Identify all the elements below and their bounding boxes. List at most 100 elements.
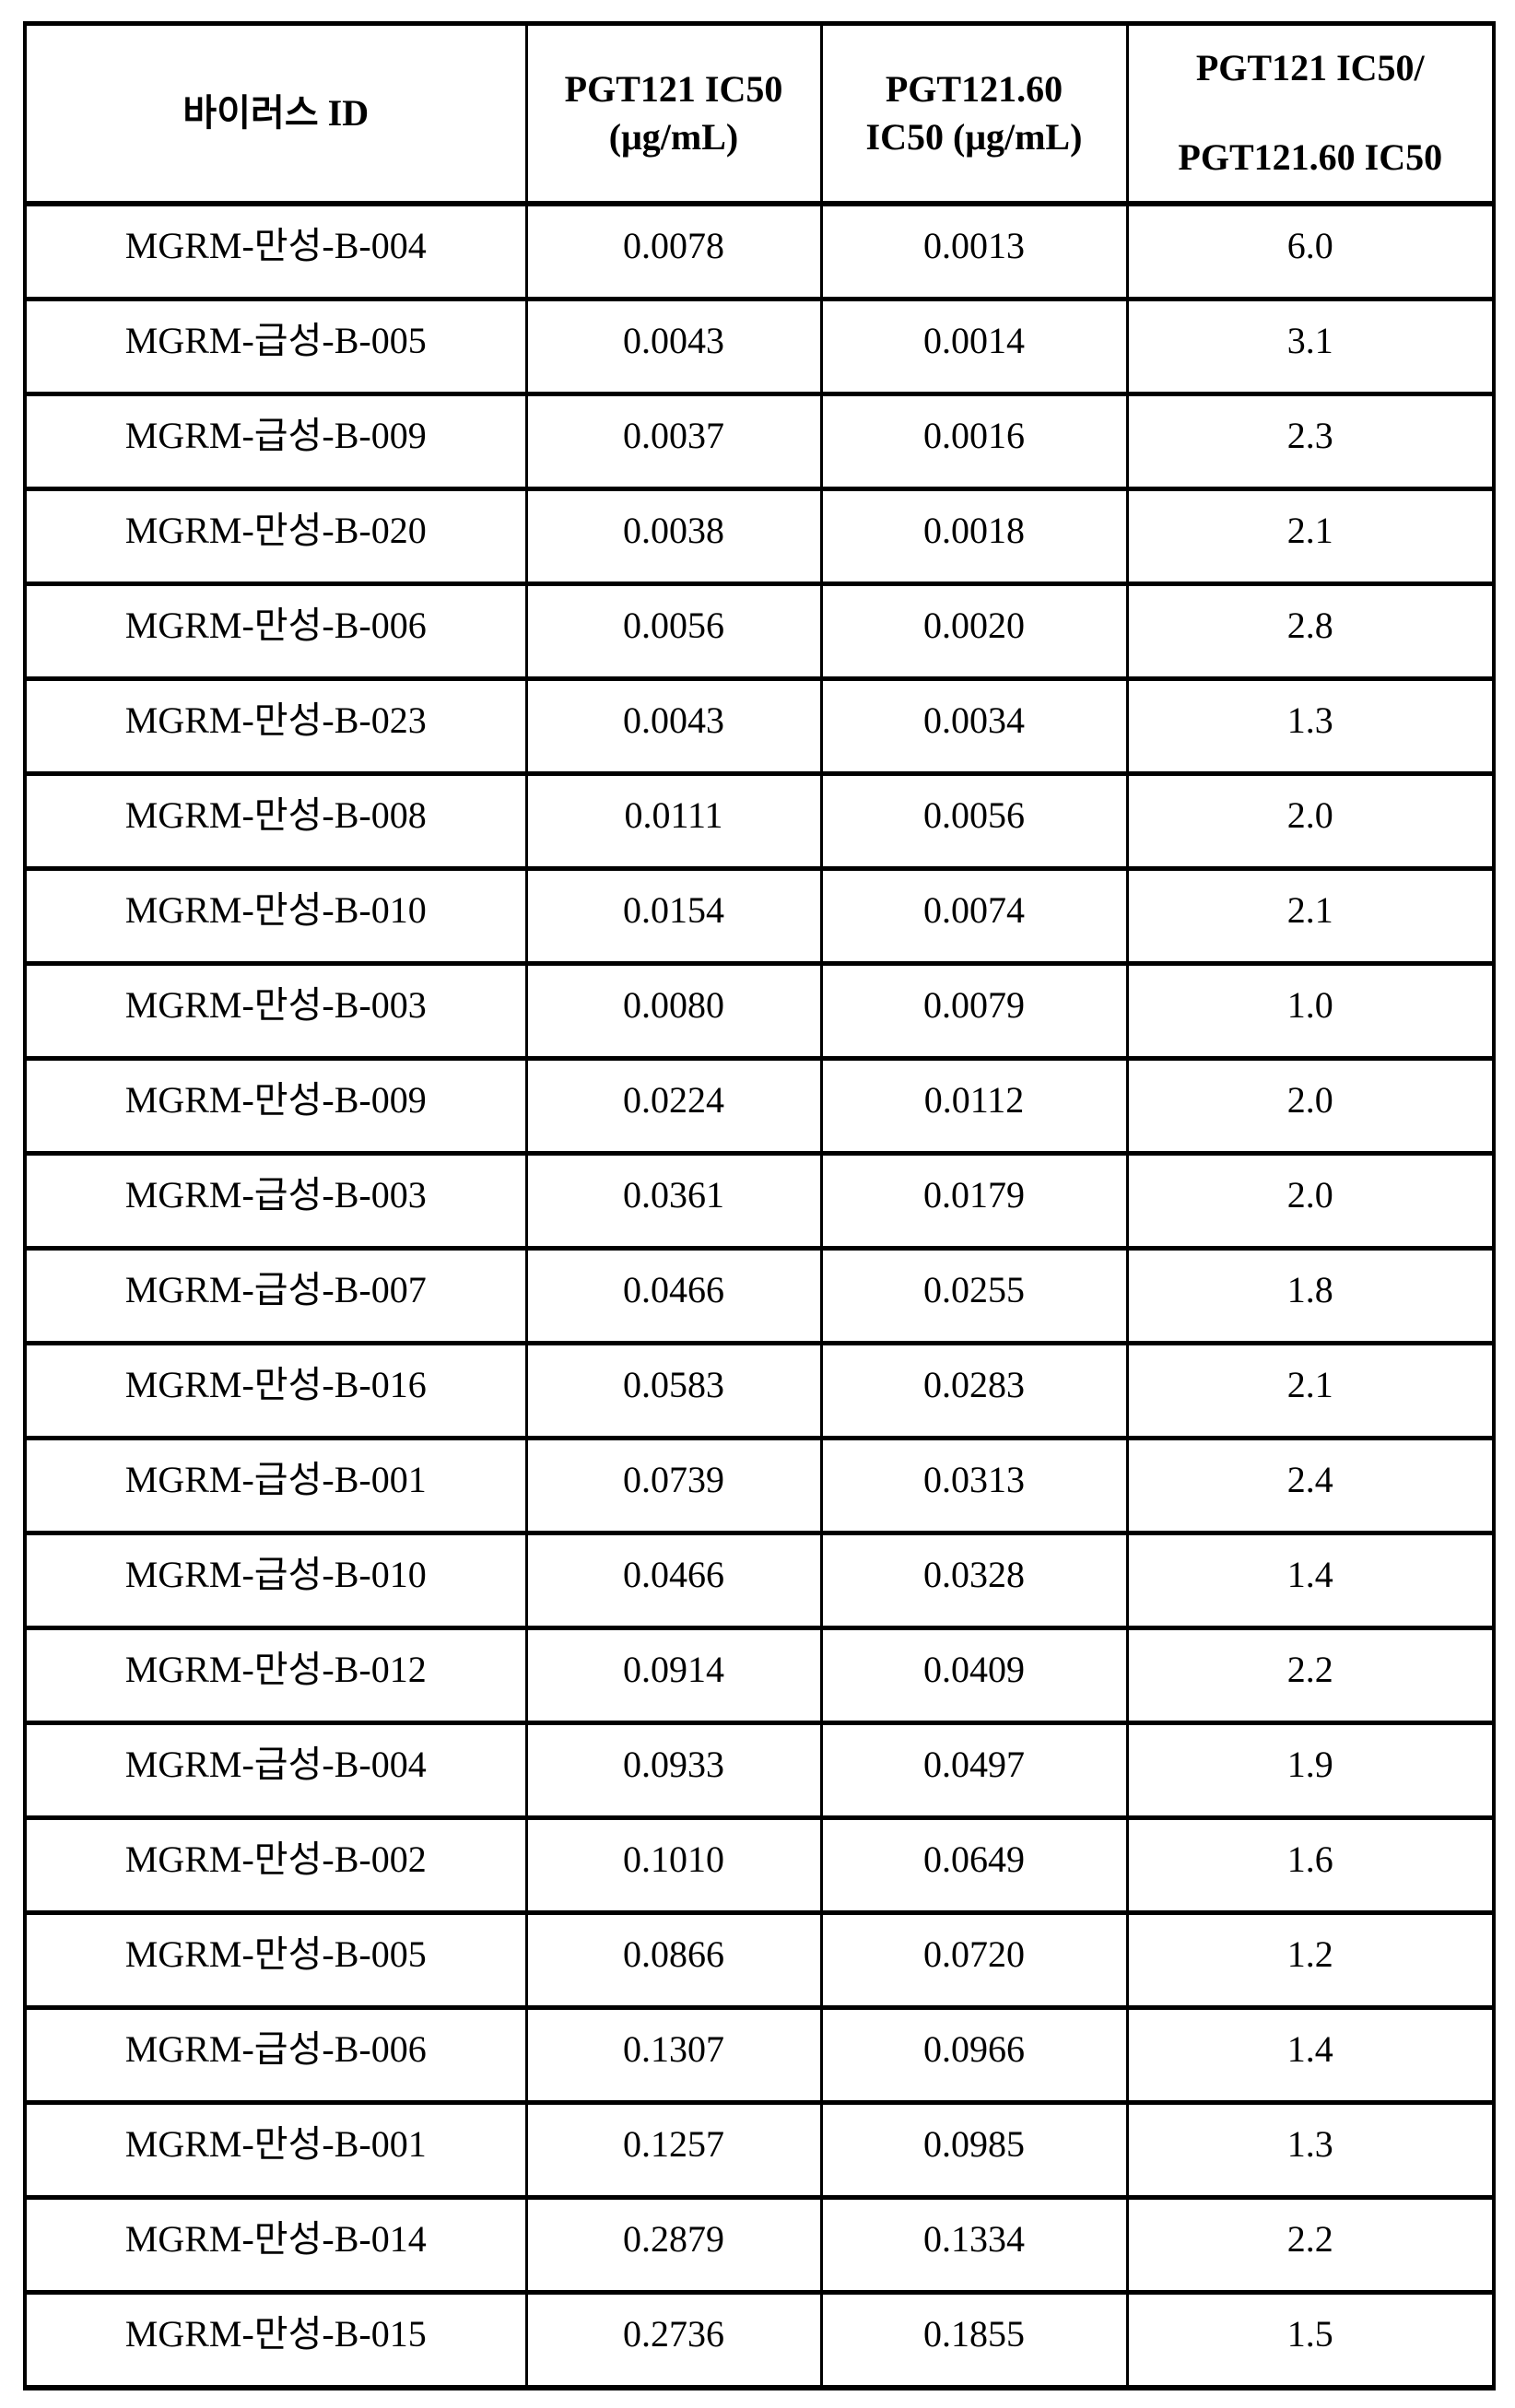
pgt121-60-ic50-cell: 0.1334 (819, 2195, 1129, 2295)
table-row: MGRM-만성-B-012 0.0914 0.0409 2.2 (23, 1626, 1496, 1725)
pgt121-ic50-cell: 0.0466 (524, 1246, 823, 1345)
virus-id-cell: MGRM-만성-B-023 (23, 676, 528, 776)
virus-id-cell: MGRM-만성-B-014 (23, 2195, 528, 2295)
virus-id-cell: MGRM-급성-B-006 (23, 2005, 528, 2105)
table-row: MGRM-급성-B-005 0.0043 0.0014 3.1 (23, 297, 1496, 396)
virus-id-cell: MGRM-급성-B-001 (23, 1436, 528, 1535)
ratio-cell: 2.2 (1125, 2195, 1496, 2295)
header-ic50-ratio-line1: PGT121 IC50/ (1195, 47, 1425, 89)
header-pgt121-60-ic50: PGT121.60 IC50 (μg/mL) (819, 21, 1129, 206)
ratio-cell: 6.0 (1125, 201, 1496, 301)
table-row: MGRM-만성-B-004 0.0078 0.0013 6.0 (23, 201, 1496, 301)
virus-id-cell: MGRM-급성-B-005 (23, 297, 528, 396)
ratio-cell: 2.2 (1125, 1626, 1496, 1725)
table-row: MGRM-급성-B-007 0.0466 0.0255 1.8 (23, 1246, 1496, 1345)
table-row: MGRM-만성-B-002 0.1010 0.0649 1.6 (23, 1815, 1496, 1915)
pgt121-ic50-cell: 0.1257 (524, 2100, 823, 2200)
pgt121-60-ic50-cell: 0.0255 (819, 1246, 1129, 1345)
pgt121-60-ic50-cell: 0.0034 (819, 676, 1129, 776)
pgt121-ic50-cell: 0.0037 (524, 392, 823, 491)
ratio-cell: 2.0 (1125, 771, 1496, 871)
virus-id-cell: MGRM-만성-B-020 (23, 487, 528, 586)
header-virus-id: 바이러스 ID (23, 21, 528, 206)
ratio-cell: 2.1 (1125, 866, 1496, 966)
ratio-cell: 1.0 (1125, 961, 1496, 1061)
table-header-row: 바이러스 ID PGT121 IC50 (μg/mL) PGT121.60 IC… (23, 21, 1496, 206)
virus-id-cell: MGRM-급성-B-007 (23, 1246, 528, 1345)
virus-id-cell: MGRM-만성-B-002 (23, 1815, 528, 1915)
ratio-cell: 1.2 (1125, 1910, 1496, 2010)
pgt121-60-ic50-cell: 0.0720 (819, 1910, 1129, 2010)
ratio-cell: 2.1 (1125, 1341, 1496, 1440)
ratio-cell: 1.6 (1125, 1815, 1496, 1915)
pgt121-ic50-cell: 0.0078 (524, 201, 823, 301)
pgt121-60-ic50-cell: 0.0283 (819, 1341, 1129, 1440)
ratio-cell: 1.9 (1125, 1721, 1496, 1820)
header-pgt121-ic50-line2: (μg/mL) (608, 116, 739, 158)
ratio-cell: 1.4 (1125, 1531, 1496, 1630)
pgt121-60-ic50-cell: 0.0497 (819, 1721, 1129, 1820)
pgt121-60-ic50-cell: 0.0313 (819, 1436, 1129, 1535)
pgt121-ic50-cell: 0.0038 (524, 487, 823, 586)
virus-id-cell: MGRM-만성-B-010 (23, 866, 528, 966)
pgt121-ic50-cell: 0.0361 (524, 1151, 823, 1251)
virus-id-cell: MGRM-만성-B-001 (23, 2100, 528, 2200)
pgt121-ic50-cell: 0.0583 (524, 1341, 823, 1440)
pgt121-60-ic50-cell: 0.0018 (819, 487, 1129, 586)
pgt121-ic50-cell: 0.0080 (524, 961, 823, 1061)
header-ic50-ratio: PGT121 IC50/ PGT121.60 IC50 (1125, 21, 1496, 206)
pgt121-ic50-cell: 0.0056 (524, 581, 823, 681)
pgt121-ic50-cell: 0.2879 (524, 2195, 823, 2295)
virus-id-cell: MGRM-만성-B-016 (23, 1341, 528, 1440)
virus-id-cell: MGRM-만성-B-015 (23, 2290, 528, 2390)
virus-id-cell: MGRM-만성-B-006 (23, 581, 528, 681)
ratio-cell: 1.4 (1125, 2005, 1496, 2105)
pgt121-ic50-cell: 0.1307 (524, 2005, 823, 2105)
table-row: MGRM-급성-B-004 0.0933 0.0497 1.9 (23, 1721, 1496, 1820)
header-pgt121-60-ic50-line1: PGT121.60 (885, 68, 1063, 110)
header-pgt121-ic50: PGT121 IC50 (μg/mL) (524, 21, 823, 206)
table-row: MGRM-만성-B-009 0.0224 0.0112 2.0 (23, 1056, 1496, 1156)
pgt121-60-ic50-cell: 0.0079 (819, 961, 1129, 1061)
header-pgt121-60-ic50-line2: IC50 (μg/mL) (865, 116, 1083, 158)
pgt121-ic50-cell: 0.0043 (524, 297, 823, 396)
header-ic50-ratio-wrap: PGT121 IC50/ PGT121.60 IC50 (1130, 47, 1491, 180)
pgt121-ic50-cell: 0.0043 (524, 676, 823, 776)
ratio-cell: 1.8 (1125, 1246, 1496, 1345)
pgt121-ic50-cell: 0.0866 (524, 1910, 823, 2010)
table-row: MGRM-만성-B-023 0.0043 0.0034 1.3 (23, 676, 1496, 776)
table-row: MGRM-만성-B-003 0.0080 0.0079 1.0 (23, 961, 1496, 1061)
pgt121-60-ic50-cell: 0.0016 (819, 392, 1129, 491)
table-row: MGRM-급성-B-006 0.1307 0.0966 1.4 (23, 2005, 1496, 2105)
pgt121-60-ic50-cell: 0.0179 (819, 1151, 1129, 1251)
pgt121-60-ic50-cell: 0.0014 (819, 297, 1129, 396)
virus-id-cell: MGRM-급성-B-010 (23, 1531, 528, 1630)
header-pgt121-ic50-line1: PGT121 IC50 (564, 68, 783, 110)
ratio-cell: 2.3 (1125, 392, 1496, 491)
ratio-cell: 2.8 (1125, 581, 1496, 681)
virus-id-cell: MGRM-만성-B-009 (23, 1056, 528, 1156)
ratio-cell: 2.0 (1125, 1056, 1496, 1156)
ratio-cell: 1.3 (1125, 2100, 1496, 2200)
table-row: MGRM-만성-B-020 0.0038 0.0018 2.1 (23, 487, 1496, 586)
ratio-cell: 1.5 (1125, 2290, 1496, 2390)
pgt121-60-ic50-cell: 0.0074 (819, 866, 1129, 966)
ratio-cell: 2.4 (1125, 1436, 1496, 1535)
ratio-cell: 2.1 (1125, 487, 1496, 586)
pgt121-60-ic50-cell: 0.0409 (819, 1626, 1129, 1725)
pgt121-ic50-cell: 0.1010 (524, 1815, 823, 1915)
virus-id-cell: MGRM-만성-B-005 (23, 1910, 528, 2010)
virus-id-cell: MGRM-급성-B-004 (23, 1721, 528, 1820)
pgt121-ic50-cell: 0.0224 (524, 1056, 823, 1156)
ratio-cell: 3.1 (1125, 297, 1496, 396)
pgt121-60-ic50-cell: 0.1855 (819, 2290, 1129, 2390)
ratio-cell: 2.0 (1125, 1151, 1496, 1251)
table-row: MGRM-만성-B-006 0.0056 0.0020 2.8 (23, 581, 1496, 681)
virus-id-cell: MGRM-급성-B-003 (23, 1151, 528, 1251)
pgt121-ic50-cell: 0.0914 (524, 1626, 823, 1725)
table-row: MGRM-만성-B-016 0.0583 0.0283 2.1 (23, 1341, 1496, 1440)
table-row: MGRM-만성-B-005 0.0866 0.0720 1.2 (23, 1910, 1496, 2010)
pgt121-60-ic50-cell: 0.0649 (819, 1815, 1129, 1915)
pgt121-ic50-cell: 0.0111 (524, 771, 823, 871)
